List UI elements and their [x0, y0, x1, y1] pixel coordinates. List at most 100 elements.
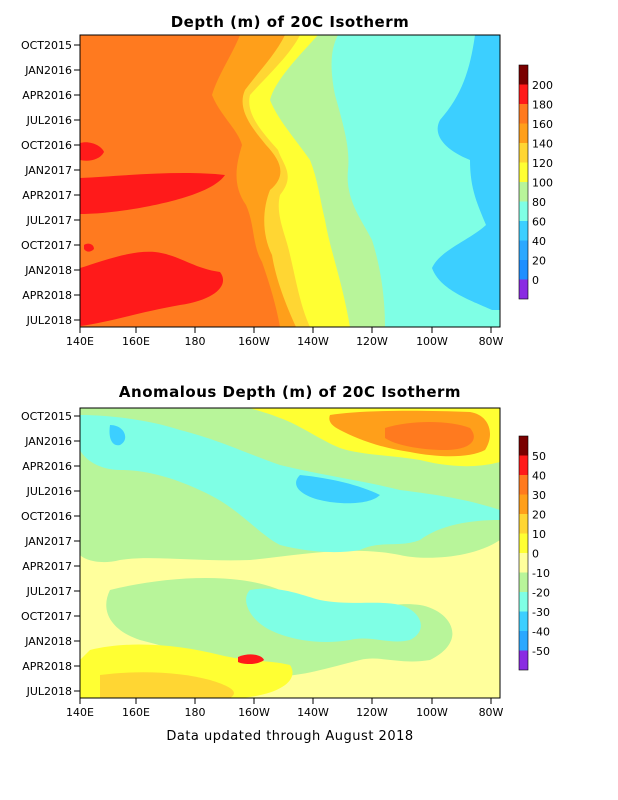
- chart1-y-ticks: OCT2015 JAN2016 APR2016 JUL2016 OCT2016 …: [21, 39, 80, 327]
- chart2-cbar-0: [519, 436, 528, 456]
- chart1-cbar-3: [519, 123, 528, 143]
- chart1-red-cell-c: [84, 243, 94, 252]
- chart1-cbar-6: [519, 182, 528, 202]
- chart1-cbar-5: [519, 162, 528, 182]
- chart2-ytick-6: APR2017: [22, 560, 72, 573]
- chart2-cbar-label-3: 20: [532, 509, 546, 522]
- chart2-xtick-6: 100W: [416, 706, 448, 719]
- chart1-ytick-6: APR2017: [22, 189, 72, 202]
- chart1-red-cell-a: [80, 142, 104, 161]
- chart1-xtick-3: 160W: [238, 335, 270, 348]
- chart1-cbar-9: [519, 240, 528, 260]
- chart2-ytick-1: JAN2016: [24, 435, 72, 448]
- chart2-xtick-0: 140E: [66, 706, 94, 719]
- chart2-cbar-6: [519, 553, 528, 573]
- chart2-xtick-1: 160E: [122, 706, 150, 719]
- chart2-ytick-11: JUL2018: [26, 685, 72, 698]
- chart1-cbar-label-5: 100: [532, 177, 553, 190]
- chart2-cbar-label-9: -40: [532, 626, 550, 639]
- chart1-ytick-7: JUL2017: [26, 214, 72, 227]
- chart2-ytick-5: JAN2017: [24, 535, 72, 548]
- chart1-xtick-5: 120W: [356, 335, 388, 348]
- chart2-y-ticks: OCT2015 JAN2016 APR2016 JUL2016 OCT2016 …: [21, 410, 80, 698]
- chart2-cbar-2: [519, 475, 528, 495]
- chart2-cbar-9: [519, 611, 528, 631]
- chart1-ytick-3: JUL2016: [26, 114, 72, 127]
- chart2-ytick-0: OCT2015: [21, 410, 72, 423]
- chart2-title: Anomalous Depth (m) of 20C Isotherm: [119, 383, 461, 401]
- chart1-title: Depth (m) of 20C Isotherm: [171, 13, 410, 31]
- chart1-cbar-11: [519, 279, 528, 299]
- chart1-ytick-4: OCT2016: [21, 139, 72, 152]
- chart1-cbar-label-10: 0: [532, 274, 539, 287]
- chart2-cbar-8: [519, 592, 528, 612]
- chart2-xtick-3: 160W: [238, 706, 270, 719]
- chart1-xtick-0: 140E: [66, 335, 94, 348]
- chart2-ytick-10: APR2018: [22, 660, 72, 673]
- chart1-red-cell-b: [80, 173, 225, 214]
- chart1-cbar-2: [519, 104, 528, 124]
- chart1-x-ticks: 140E 160E 180 160W 140W 120W 100W 80W: [66, 327, 504, 348]
- chart1-colorbar: 200 180 160 140 120 100 80 60 40 20 0: [518, 64, 553, 300]
- chart2-cbar-label-2: 30: [532, 489, 546, 502]
- chart1-red-cell-d: [80, 251, 224, 326]
- chart2-cbar-label-8: -30: [532, 606, 550, 619]
- chart2-cbar-3: [519, 494, 528, 514]
- chart2-cbar-label-5: 0: [532, 548, 539, 561]
- chart1-xtick-1: 160E: [122, 335, 150, 348]
- chart2-cbar-label-4: 10: [532, 528, 546, 541]
- chart2-heatmap: [80, 408, 500, 698]
- chart1-cbar-label-0: 200: [532, 79, 553, 92]
- chart1-cbar-label-1: 180: [532, 99, 553, 112]
- chart2-cbar-10: [519, 631, 528, 651]
- chart2-frame: [79, 407, 501, 699]
- chart1-cbar-label-3: 140: [532, 138, 553, 151]
- chart2-ytick-2: APR2016: [22, 460, 72, 473]
- chart1-xtick-6: 100W: [416, 335, 448, 348]
- chart2-cbar-label-10: -50: [532, 645, 550, 658]
- chart1-cbar-1: [519, 84, 528, 104]
- chart2-cbar-1: [519, 455, 528, 475]
- chart1-cbar-8: [519, 221, 528, 241]
- chart2-band-cyan: [80, 415, 500, 553]
- chart2-cbar-label-1: 40: [532, 470, 546, 483]
- chart1-frame: [79, 34, 501, 328]
- chart2-ytick-9: JAN2018: [24, 635, 72, 648]
- chart1-ytick-8: OCT2017: [21, 239, 72, 252]
- chart2-cbar-4: [519, 514, 528, 534]
- chart2-red-cell: [238, 654, 264, 665]
- chart2-cbar-11: [519, 650, 528, 670]
- chart1-cbar-10: [519, 260, 528, 280]
- chart1-cbar-label-7: 60: [532, 216, 546, 229]
- chart1-xtick-4: 140W: [297, 335, 329, 348]
- chart1-cbar-label-8: 40: [532, 235, 546, 248]
- chart2-cbar-7: [519, 572, 528, 592]
- chart1-xtick-2: 180: [185, 335, 206, 348]
- chart2-x-ticks: 140E 160E 180 160W 140W 120W 100W 80W: [66, 698, 504, 719]
- chart1-xtick-7: 80W: [479, 335, 504, 348]
- chart2-xtick-2: 180: [185, 706, 206, 719]
- chart1-ytick-5: JAN2017: [24, 164, 72, 177]
- chart1-ytick-0: OCT2015: [21, 39, 72, 52]
- chart2-xtick-7: 80W: [479, 706, 504, 719]
- chart1-cbar-label-2: 160: [532, 118, 553, 131]
- chart2-cbar-label-6: -10: [532, 567, 550, 580]
- chart1-cbar-label-4: 120: [532, 157, 553, 170]
- chart1-ytick-9: JAN2018: [24, 264, 72, 277]
- chart1-cbar-4: [519, 143, 528, 163]
- chart1-cbar-7: [519, 201, 528, 221]
- chart2-cbar-label-0: 50: [532, 450, 546, 463]
- chart1-ytick-1: JAN2016: [24, 64, 72, 77]
- chart2-band-blue: [109, 425, 381, 504]
- chart2-cbar-label-7: -20: [532, 587, 550, 600]
- chart1-band-blue-east: [432, 35, 500, 310]
- chart1-cbar-0: [519, 65, 528, 85]
- chart1-heatmap: [80, 35, 500, 327]
- chart1-ytick-10: APR2018: [22, 289, 72, 302]
- chart2-xtick-5: 120W: [356, 706, 388, 719]
- chart2-band-gold: [100, 672, 234, 698]
- chart2-xtick-4: 140W: [297, 706, 329, 719]
- chart2-ytick-8: OCT2017: [21, 610, 72, 623]
- chart2-band-cyan-south: [246, 588, 421, 642]
